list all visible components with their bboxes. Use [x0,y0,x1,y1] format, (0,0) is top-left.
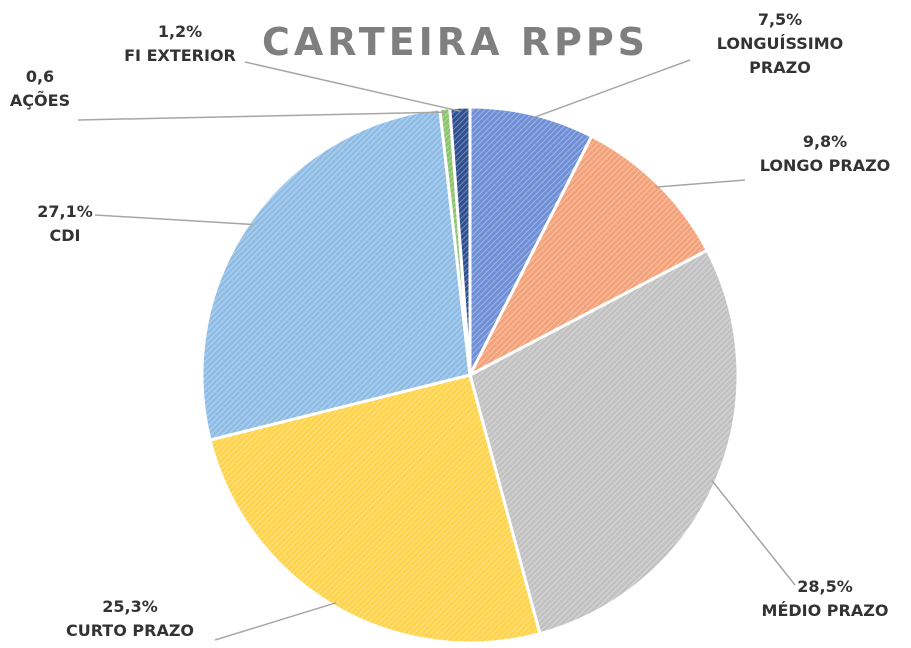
pie-slice [448,105,472,376]
leader-line [711,480,796,586]
chart-title: CARTEIRA RPPS [261,20,650,64]
pie-slice [208,373,542,645]
data-label: 28,5% MÉDIO PRAZO [735,575,911,623]
value-label: 7,5% [757,10,803,29]
category-label: AÇÕES [9,91,71,110]
category-label: LONGUÍSSIMO PRAZO [716,34,844,77]
category-label: MÉDIO PRAZO [761,601,889,620]
leader-line [94,214,254,226]
data-label: 25,3% CURTO PRAZO [40,595,220,643]
pie-slice [200,107,472,442]
leader-line [655,179,746,188]
value-label: 27,1% [37,202,93,221]
pie-slice [466,134,710,379]
pie-slice [468,105,594,376]
leader-line [77,111,446,121]
value-label: 28,5% [797,577,853,596]
value-label: 0,6 [25,67,55,86]
value-label: 9,8% [802,132,848,151]
leader-line [531,59,691,119]
data-label: 1,2% FI EXTERIOR [110,20,250,68]
value-label: 1,2% [157,22,203,41]
value-label: 25,3% [102,597,158,616]
category-label: FI EXTERIOR [124,46,236,65]
leader-line [214,601,337,641]
leader-line [244,61,461,112]
data-label: 7,5% LONGUÍSSIMO PRAZO [690,8,870,80]
category-label: CDI [49,226,81,245]
category-label: CURTO PRAZO [65,621,195,640]
data-label: 9,8% LONGO PRAZO [745,130,905,178]
pie-slice [468,248,740,636]
data-label: 27,1% CDI [10,200,120,248]
data-label: 0,6 AÇÕES [0,65,80,113]
category-label: LONGO PRAZO [759,156,891,175]
